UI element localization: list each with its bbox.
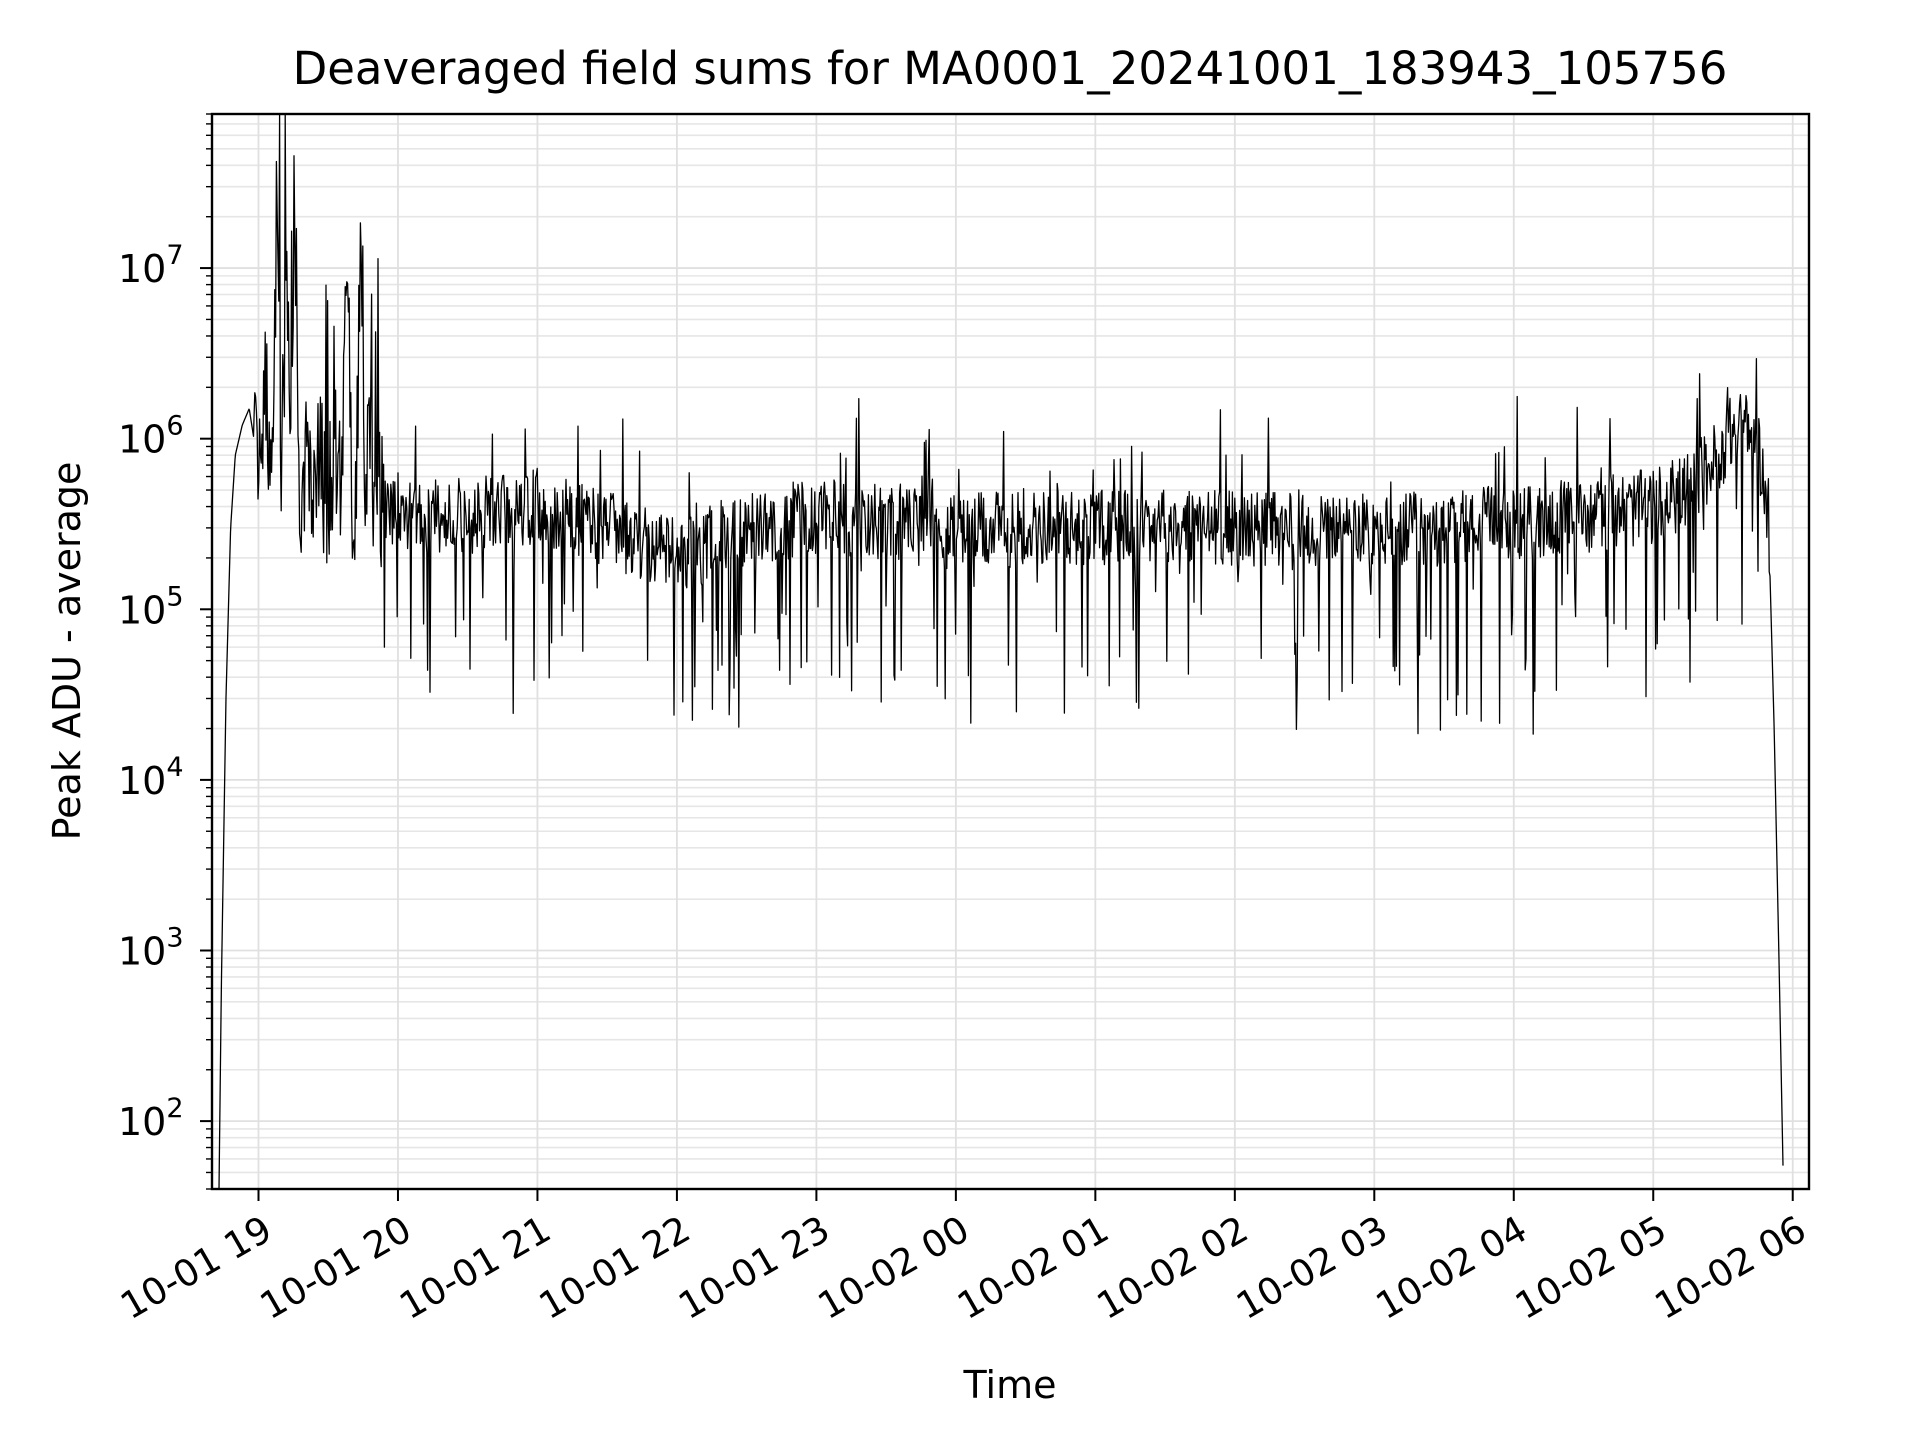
y-tick-exponent: 3: [166, 923, 183, 954]
y-axis-label: Peak ADU - average: [45, 462, 89, 841]
y-tick-exponent: 2: [166, 1093, 183, 1124]
plot-frame: [210, 112, 1811, 1191]
chart-title: Deaveraged field sums for MA0001_2024100…: [293, 42, 1728, 95]
y-tick-exponent: 5: [166, 581, 183, 612]
y-tick-exponent: 4: [166, 752, 183, 783]
y-tick-exponent: 6: [166, 411, 183, 442]
series-group: [218, 113, 1784, 1190]
y-tick-exponent: 7: [166, 240, 183, 271]
series-line: [218, 113, 1784, 1190]
grid: [212, 113, 1809, 1190]
x-axis-label: Time: [963, 1363, 1057, 1407]
